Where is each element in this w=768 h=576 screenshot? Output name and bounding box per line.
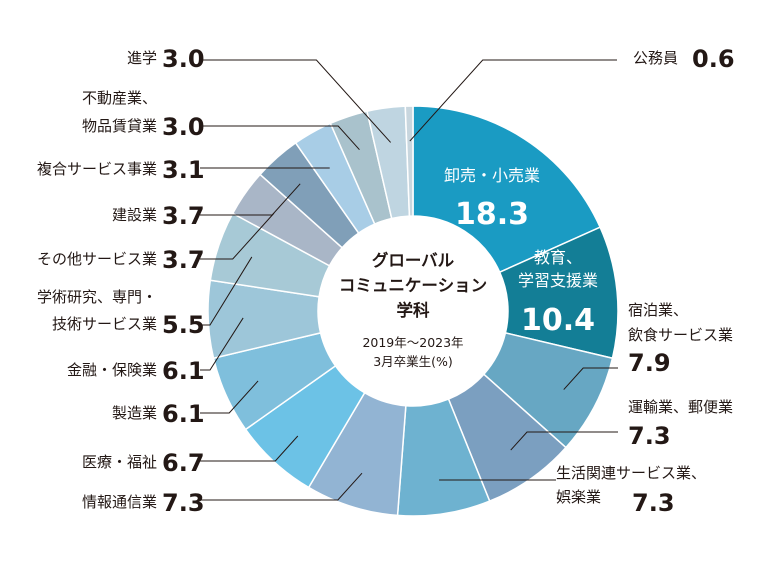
slice-14-leader xyxy=(200,59,392,143)
slice-3-name: 運輸業、郵便業 xyxy=(628,398,733,416)
slice-9-leader xyxy=(200,256,253,326)
slice-0-value: 18.3 xyxy=(455,197,529,232)
slice-1-value: 10.4 xyxy=(521,303,595,338)
slice-13-name: 物品賃貸業 xyxy=(82,117,157,135)
slice-2-name: 飲食サービス業 xyxy=(628,326,733,344)
slice-15-name: 公務員 xyxy=(633,49,678,67)
center-label: グローバル コミュニケーション 学科 2019年〜2023年 3月卒業生(%) xyxy=(339,250,487,369)
slice-15 xyxy=(404,105,414,217)
slice-7-value: 6.1 xyxy=(162,400,205,428)
slice-3-value: 7.3 xyxy=(628,422,671,450)
slice-15-value: 0.6 xyxy=(692,45,735,73)
donut-hole xyxy=(319,217,507,405)
slice-10-value: 3.7 xyxy=(162,246,205,274)
slice-9-value: 5.5 xyxy=(162,311,205,339)
slice-4-value: 7.3 xyxy=(632,489,675,517)
slice-0 xyxy=(412,105,602,274)
slice-2-leader xyxy=(563,367,618,390)
center-title-line-3: 学科 xyxy=(397,300,431,320)
labels-group: 卸売・小売業 18.3 教育、学習支援業 10.4 宿泊業、飲食サービス業 7.9 運輸業、… xyxy=(37,45,735,517)
slice-9-name: 学術研究、専門・ xyxy=(37,288,157,306)
slice-14-name: 進学 xyxy=(127,49,157,67)
leader-lines-group xyxy=(200,59,618,501)
slice-7-leader xyxy=(200,380,259,414)
slice-5-name: 情報通信業 xyxy=(82,493,157,511)
slice-5-leader xyxy=(200,472,363,501)
slice-15-leader xyxy=(409,59,617,142)
slice-1-name: 教育、 xyxy=(534,248,582,267)
slice-7-name: 製造業 xyxy=(112,404,157,422)
slice-3-leader xyxy=(510,431,618,451)
slice-8-value: 6.1 xyxy=(162,357,205,385)
slice-11-value: 3.7 xyxy=(162,202,205,230)
center-subtitle-line-2: 3月卒業生(%) xyxy=(373,354,453,369)
slice-13-name: 不動産業、 xyxy=(82,89,157,107)
slice-9-name: 技術サービス業 xyxy=(52,315,157,333)
slice-4-name: 娯楽業 xyxy=(556,488,601,506)
slice-2-value: 7.9 xyxy=(628,349,671,377)
slice-8-name: 金融・保険業 xyxy=(67,361,157,379)
slice-12-value: 3.1 xyxy=(162,156,205,184)
slice-1-name: 学習支援業 xyxy=(518,271,598,290)
slice-6-leader xyxy=(200,435,299,462)
center-subtitle-line-1: 2019年〜2023年 xyxy=(362,335,463,350)
slice-14-value: 3.0 xyxy=(162,45,205,73)
center-title-line-1: グローバル xyxy=(372,250,455,270)
slice-10-leader xyxy=(200,212,275,260)
slice-13-leader xyxy=(200,125,360,150)
slice-8-leader xyxy=(200,317,244,371)
slice-0-name: 卸売・小売業 xyxy=(444,166,540,185)
slice-12-name: 複合サービス事業 xyxy=(37,160,157,178)
slice-11-leader xyxy=(200,183,301,216)
slice-5-value: 7.3 xyxy=(162,489,205,517)
slice-6-name: 医療・福祉 xyxy=(82,453,157,471)
slice-13-value: 3.0 xyxy=(162,113,205,141)
slice-11-name: 建設業 xyxy=(112,206,157,224)
center-title-line-2: コミュニケーション xyxy=(339,276,487,295)
slice-10-name: その他サービス業 xyxy=(37,250,157,268)
slice-4-name: 生活関連サービス業、 xyxy=(556,464,706,482)
slice-2-name: 宿泊業、 xyxy=(628,301,688,319)
slice-6-value: 6.7 xyxy=(162,449,205,477)
